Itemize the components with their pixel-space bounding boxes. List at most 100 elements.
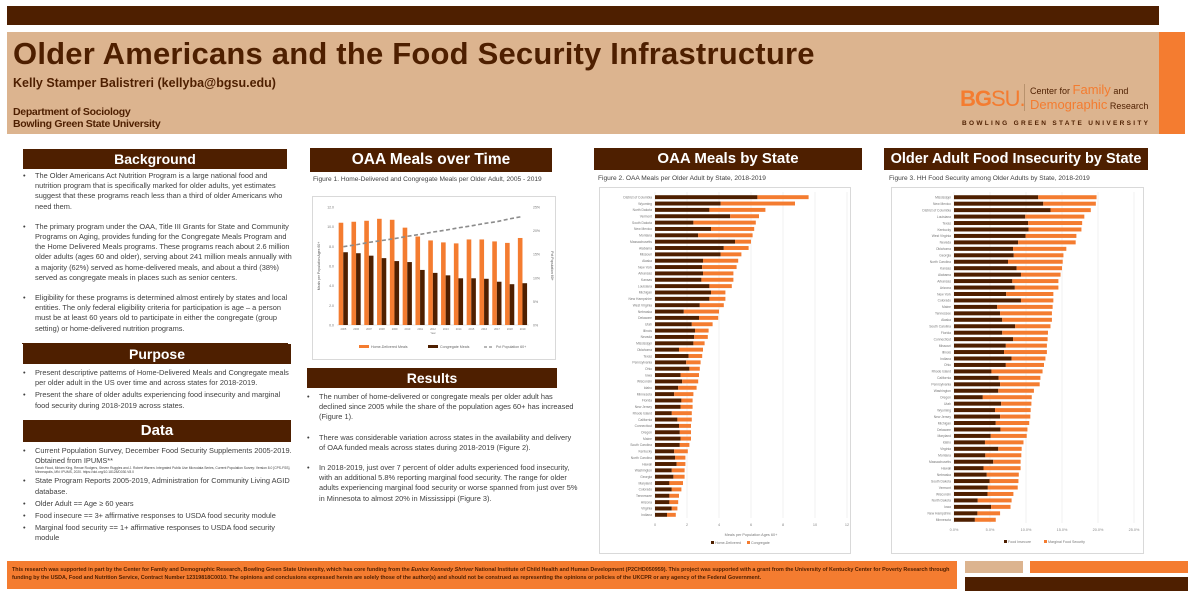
bar-food-insecure [954, 208, 1051, 213]
y-tick-label: 10.0 [327, 225, 334, 229]
bar-home-delivered [655, 322, 692, 327]
bar-marginal-food-security [1000, 414, 1031, 419]
state-label: Washington [934, 389, 951, 393]
bar-home-delivered [655, 303, 700, 308]
congregate-bar [509, 284, 515, 325]
bar-home-delivered [655, 398, 682, 403]
bar-marginal-food-security [1050, 208, 1091, 213]
bar-congregate [682, 379, 699, 384]
bar-marginal-food-security [985, 453, 1022, 458]
footer-text-1: This research was supported in part by t… [12, 567, 412, 573]
bar-food-insecure [954, 343, 1006, 348]
home-delivered-bar [377, 218, 382, 325]
bar-congregate [703, 258, 739, 263]
bar-food-insecure [954, 195, 1039, 200]
bar-home-delivered [655, 436, 681, 441]
logo-demographic: Demographic [1030, 97, 1108, 112]
state-label: Indiana [940, 357, 951, 361]
bar-congregate [671, 411, 692, 416]
x-tick-label: 6 [750, 523, 752, 527]
state-label: Texas [942, 221, 951, 225]
bar-congregate [698, 233, 753, 238]
meals-over-time-heading: OAA Meals over Time [310, 148, 552, 172]
state-label: Nevada [641, 335, 653, 339]
state-label: Massachusetts [630, 240, 652, 244]
bar-food-insecure [954, 517, 975, 522]
bar-marginal-food-security [1013, 337, 1048, 342]
legend-label-1: Home-Delivered [715, 541, 741, 545]
x-axis-label: Meals per Population Ages 60+ [725, 533, 778, 537]
state-label: Mississippi [636, 342, 652, 346]
legend-swatch-2 [1044, 540, 1047, 543]
state-label: North Dakota [633, 208, 653, 212]
congregate-bar [368, 255, 374, 325]
state-label: West Virginia [932, 234, 951, 238]
state-label: Alaska [941, 318, 951, 322]
bar-marginal-food-security [1002, 317, 1052, 322]
y2-tick-label: 15% [533, 253, 540, 257]
state-label: Wisconsin [936, 492, 951, 496]
bar-food-insecure [954, 362, 1006, 367]
state-label: Indiana [641, 513, 652, 517]
background-heading: Background [23, 149, 287, 169]
bar-marginal-food-security [991, 369, 1043, 374]
bar-marginal-food-security [1004, 350, 1047, 355]
legend-swatch-1 [711, 541, 714, 544]
bar-food-insecure [954, 304, 998, 309]
bar-congregate [679, 430, 691, 435]
state-label: Iowa [645, 373, 652, 377]
data-bullet: Food insecure == 3+ affirmative response… [22, 511, 292, 521]
bar-food-insecure [954, 324, 1016, 329]
bar-home-delivered [655, 430, 680, 435]
bar-food-insecure [954, 504, 992, 509]
state-label: Washington [635, 469, 652, 473]
home-delivered-bar [389, 219, 395, 325]
x-tick-label: 2006 [353, 327, 359, 331]
x-tick-label: 2013 [443, 327, 449, 331]
state-label: New Hampshire [629, 297, 653, 301]
state-label: Connecticut [635, 424, 652, 428]
home-delivered-bar [364, 220, 369, 325]
bar-home-delivered [655, 246, 724, 250]
data-source-text: Current Population Survey, December Food… [35, 446, 292, 466]
footer-brown-block [965, 577, 1188, 591]
bar-home-delivered [655, 512, 667, 517]
state-label: Utah [944, 402, 951, 406]
state-label: South Carolina [929, 325, 951, 329]
logo-family: Family [1072, 82, 1111, 97]
state-label: New Mexico [634, 227, 652, 231]
bar-food-insecure [954, 375, 999, 380]
bar-home-delivered [655, 481, 670, 486]
footer-italic: Eunice Kennedy Shriver [411, 567, 474, 573]
bar-food-insecure [954, 259, 1008, 264]
state-label: Wyoming [638, 202, 652, 206]
congregate-bar [356, 253, 361, 325]
bar-congregate [701, 277, 734, 282]
home-delivered-bar [402, 227, 408, 325]
bar-marginal-food-security [977, 511, 1001, 516]
bar-food-insecure [954, 350, 1005, 355]
state-label: Kentucky [638, 450, 652, 454]
bar-marginal-food-security [1028, 227, 1082, 232]
state-label: Maryland [638, 481, 652, 485]
bar-congregate [686, 360, 701, 365]
bar-marginal-food-security [1013, 253, 1064, 258]
home-delivered-bar [466, 239, 472, 325]
state-label: California [937, 376, 951, 380]
y2-axis-label: Pct Population 60+ [550, 251, 554, 280]
footer-orange-block [1030, 561, 1188, 573]
bar-home-delivered [655, 506, 672, 511]
state-label: New Mexico [933, 202, 951, 206]
congregate-bar [496, 281, 502, 325]
state-label: Kansas [940, 266, 951, 270]
state-label: Alabama [639, 246, 652, 250]
state-label: North Dakota [932, 499, 952, 503]
bar-home-delivered [655, 385, 679, 390]
x-tick-label: 0.0% [950, 528, 959, 532]
home-delivered-bar [453, 243, 459, 325]
poster-title: Older Americans and the Food Security In… [13, 36, 815, 71]
bar-home-delivered [655, 207, 710, 212]
bar-home-delivered [655, 220, 694, 225]
bar-marginal-food-security [991, 504, 1011, 509]
bar-marginal-food-security [987, 491, 1014, 496]
